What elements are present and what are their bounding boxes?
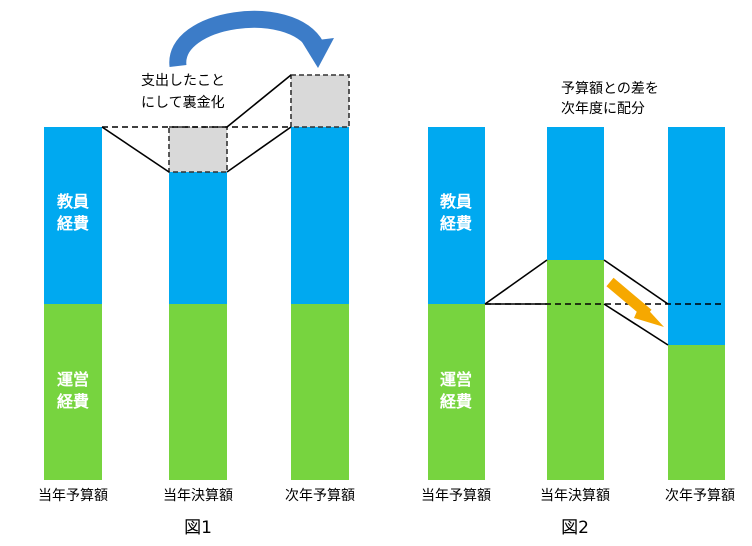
fig1-bar3-operating-cost — [291, 304, 349, 480]
fig1-bar2-teacher-cost — [169, 172, 227, 304]
fig2-x-label: 次年予算額 — [665, 488, 735, 504]
fig1-operating-cost-label-line1: 運営 — [57, 370, 89, 389]
fig1-x-label: 当年予算額 — [38, 488, 108, 504]
fig2-operating-cost-label-line1: 運営 — [440, 370, 472, 389]
fig2-x-label: 当年予算額 — [421, 488, 491, 504]
fig2-bar2-teacher-cost — [547, 127, 604, 260]
fig1-bar1-operating-cost — [44, 304, 102, 480]
curved-arrow-icon — [169, 10, 334, 68]
fig2-bar3-operating-cost — [668, 345, 725, 480]
figure-1: 支出したこと にして裏金化 教員 経費 運営 経費 当年予算額 当年決算額 次年… — [38, 10, 355, 538]
fig2-connector-line — [603, 303, 669, 346]
fig2-bar1-operating-cost — [428, 304, 485, 480]
fig1-connector-line — [226, 74, 292, 128]
fig1-connector-line — [101, 126, 170, 173]
fig1-operating-cost-label-line2: 経費 — [57, 392, 89, 411]
fig1-connector-line — [226, 126, 292, 173]
fig1-bar2-operating-cost — [169, 304, 227, 480]
figure-2: 予算額との差を 次年度に配分 教員 経費 運営 経費 当年予算額 当年決算額 次… — [421, 81, 735, 538]
fig2-operating-cost-label-line2: 経費 — [440, 392, 472, 411]
fig1-teacher-cost-label-line2: 経費 — [57, 214, 89, 233]
diagonal-arrow-icon — [606, 277, 664, 327]
fig2-x-label: 当年決算額 — [540, 488, 610, 504]
fig1-note-line2: にして裏金化 — [141, 94, 225, 111]
fig2-bar3-teacher-cost — [668, 127, 725, 345]
fig1-hidden-fund-box-1 — [168, 126, 228, 173]
fig1-bar1-teacher-cost — [44, 127, 102, 304]
fig1-x-label: 当年決算額 — [163, 488, 233, 504]
fig2-note-line1: 予算額との差を — [561, 81, 659, 97]
fig2-connector-line — [484, 259, 548, 305]
fig1-note-line1: 支出したこと — [141, 73, 225, 89]
fig1-caption: 図1 — [184, 518, 212, 538]
fig1-x-label: 次年予算額 — [285, 488, 355, 504]
fig1-teacher-cost-label-line1: 教員 — [57, 192, 89, 211]
fig2-bar2-operating-cost — [547, 260, 604, 480]
fig2-connector-line — [603, 259, 669, 305]
fig2-caption: 図2 — [561, 518, 589, 538]
fig1-hidden-fund-box-2 — [290, 74, 350, 128]
fig2-note-line2: 次年度に配分 — [561, 101, 645, 117]
fig2-bar1-teacher-cost — [428, 127, 485, 304]
fig2-teacher-cost-label-line1: 教員 — [440, 192, 472, 211]
fig2-teacher-cost-label-line2: 経費 — [440, 214, 472, 233]
fig1-bar3-teacher-cost — [291, 127, 349, 304]
